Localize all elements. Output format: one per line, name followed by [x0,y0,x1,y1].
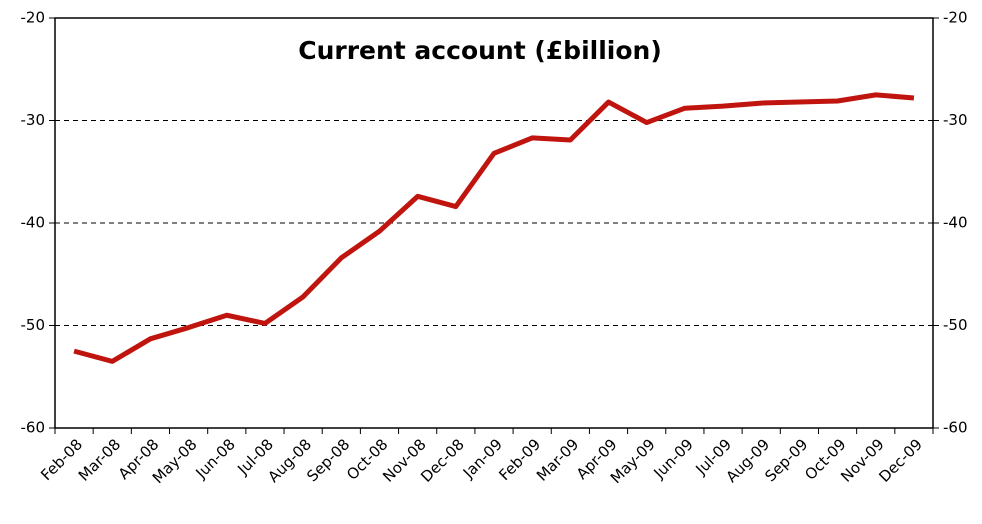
x-tick-label: Aug-08 [264,435,315,486]
data-line [73,92,915,364]
y2-tick-label: -30 [943,111,968,129]
y-tick-label: -20 [21,9,46,27]
y2-tick-label: -60 [943,419,968,437]
x-tick-label: Jun-08 [191,435,238,482]
y-tick-label: -60 [21,419,46,437]
plot-frame [54,17,934,429]
y-tick-label: -40 [21,214,46,232]
x-tick-label: Sep-08 [303,435,353,485]
y2-tick-label: -20 [943,9,968,27]
y2-tick-label: -40 [943,214,968,232]
y2-tick-label: -50 [943,316,968,334]
x-tick-label: Dec-08 [417,435,468,486]
x-tick-label: Jun-09 [650,435,697,482]
x-tick-label: Aug-09 [722,435,773,486]
chart-title: Current account (£billion) [298,36,662,65]
x-tick-label: Dec-09 [875,435,926,486]
y-tick-label: -50 [21,316,46,334]
x-tick-label: Mar-08 [75,435,124,484]
x-tick-label: Sep-09 [761,435,811,485]
x-tick-label: Mar-09 [533,435,582,484]
y-tick-label: -30 [21,111,46,129]
